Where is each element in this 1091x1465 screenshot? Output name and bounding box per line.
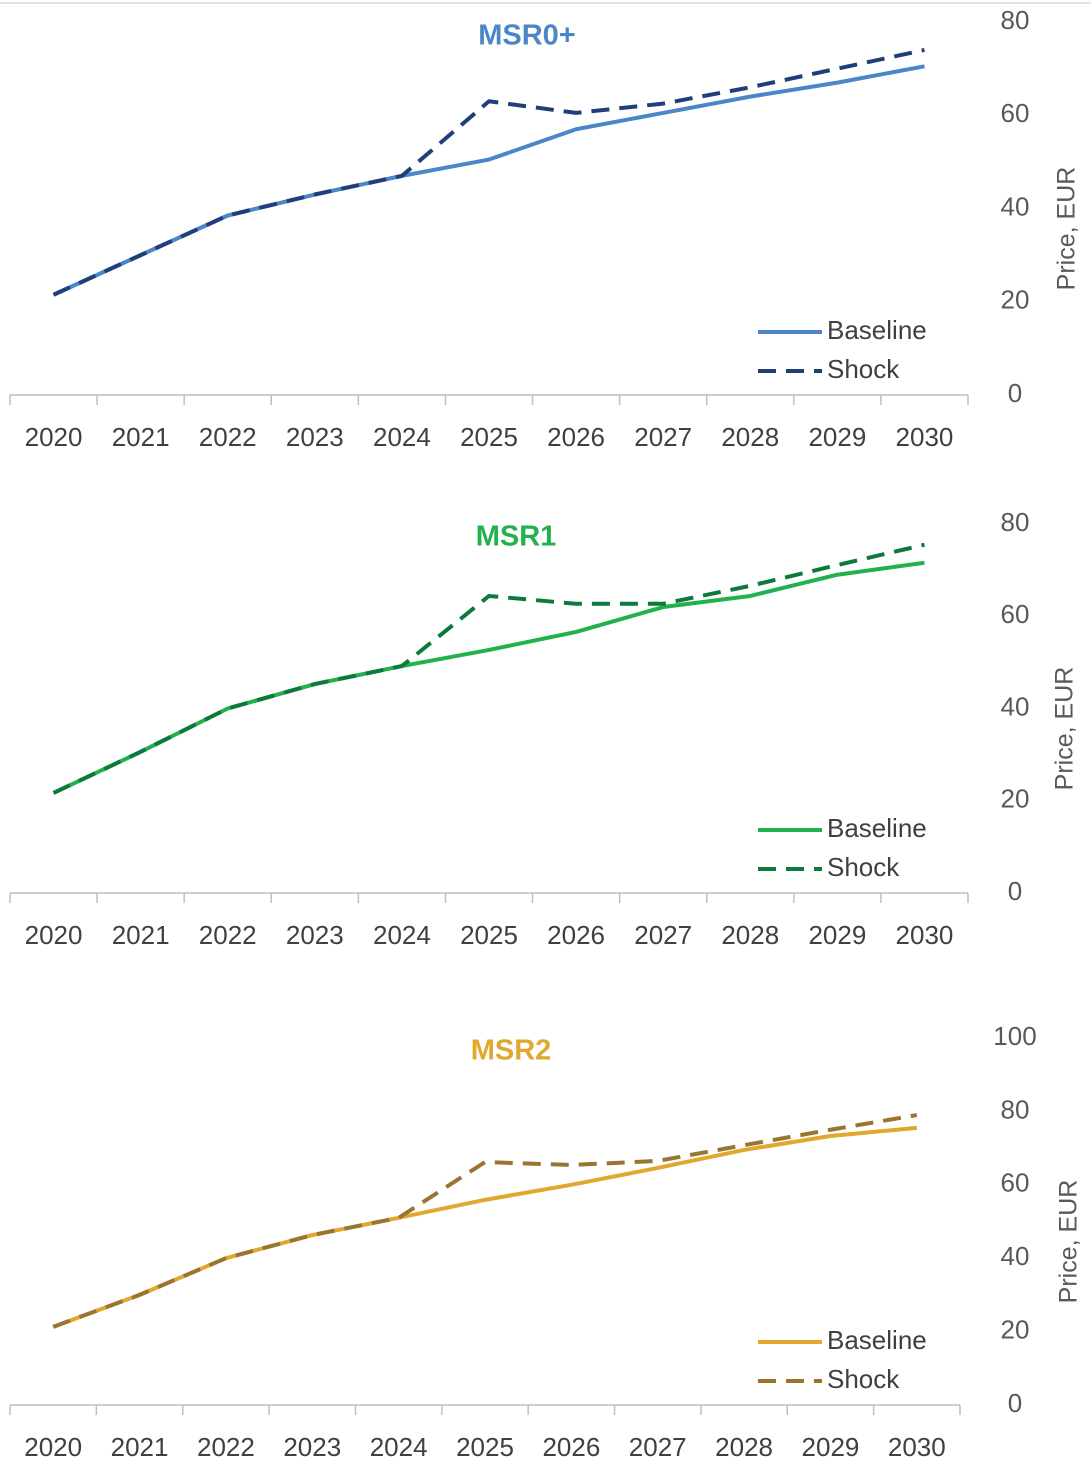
x-tick-label: 2025 [460, 920, 518, 950]
series-line [52, 1125, 918, 1329]
x-tick-label: 2029 [808, 422, 866, 452]
x-tick-label: 2026 [547, 920, 605, 950]
chart-title: MSR2 [471, 1035, 552, 1067]
x-tick-label: 2030 [888, 1432, 946, 1462]
x-tick-label: 2028 [715, 1432, 773, 1462]
series-line [52, 48, 925, 297]
x-tick-label: 2027 [634, 920, 692, 950]
series-line [52, 1113, 918, 1329]
chart-title: MSR0+ [478, 20, 576, 52]
x-tick-label: 2023 [286, 422, 344, 452]
legend-label: Baseline [827, 813, 927, 843]
x-tick-label: 2022 [199, 422, 257, 452]
x-tick-label: 2028 [721, 422, 779, 452]
y-tick-label: 80 [1001, 1094, 1030, 1124]
x-tick-label: 2020 [24, 1432, 82, 1462]
y-axis-title: Price, EUR [1053, 167, 1081, 291]
legend-label: Shock [827, 1364, 900, 1394]
y-tick-label: 60 [1001, 98, 1030, 128]
x-tick-label: 2024 [370, 1432, 428, 1462]
x-tick-label: 2029 [808, 920, 866, 950]
y-tick-label: 0 [1008, 378, 1022, 408]
x-tick-label: 2028 [721, 920, 779, 950]
y-tick-label: 40 [1001, 691, 1030, 721]
y-tick-label: 100 [993, 1021, 1036, 1051]
x-tick-label: 2021 [112, 422, 170, 452]
y-tick-label: 20 [1001, 784, 1030, 814]
chart-title: MSR1 [476, 521, 557, 553]
y-tick-label: 80 [1001, 5, 1030, 35]
x-tick-label: 2020 [25, 422, 83, 452]
legend-label: Shock [827, 852, 900, 882]
y-tick-label: 40 [1001, 191, 1030, 221]
x-tick-label: 2022 [199, 920, 257, 950]
x-tick-label: 2020 [25, 920, 83, 950]
legend-label: Baseline [827, 1325, 927, 1355]
series-line [52, 560, 925, 795]
x-tick-label: 2027 [634, 422, 692, 452]
x-tick-label: 2026 [542, 1432, 600, 1462]
y-tick-label: 60 [1001, 1168, 1030, 1198]
x-tick-label: 2023 [286, 920, 344, 950]
x-tick-label: 2024 [373, 422, 431, 452]
x-tick-label: 2027 [629, 1432, 687, 1462]
y-tick-label: 20 [1001, 1314, 1030, 1344]
y-tick-label: 0 [1008, 876, 1022, 906]
x-tick-label: 2023 [283, 1432, 341, 1462]
y-tick-label: 40 [1001, 1241, 1030, 1271]
legend-label: Shock [827, 354, 900, 384]
x-tick-label: 2022 [197, 1432, 255, 1462]
legend-label: Baseline [827, 315, 927, 345]
x-tick-label: 2025 [460, 422, 518, 452]
x-tick-label: 2025 [456, 1432, 514, 1462]
series-line [52, 542, 925, 795]
x-tick-label: 2024 [373, 920, 431, 950]
y-axis-title: Price, EUR [1055, 1180, 1083, 1304]
x-tick-label: 2021 [111, 1432, 169, 1462]
y-axis-title: Price, EUR [1051, 667, 1079, 791]
y-tick-label: 0 [1008, 1388, 1022, 1418]
x-tick-label: 2021 [112, 920, 170, 950]
y-tick-label: 60 [1001, 599, 1030, 629]
x-tick-label: 2030 [896, 422, 954, 452]
y-tick-label: 20 [1001, 285, 1030, 315]
series-line [52, 64, 925, 297]
x-tick-label: 2026 [547, 422, 605, 452]
x-tick-label: 2029 [802, 1432, 860, 1462]
x-tick-label: 2030 [896, 920, 954, 950]
y-tick-label: 80 [1001, 507, 1030, 537]
